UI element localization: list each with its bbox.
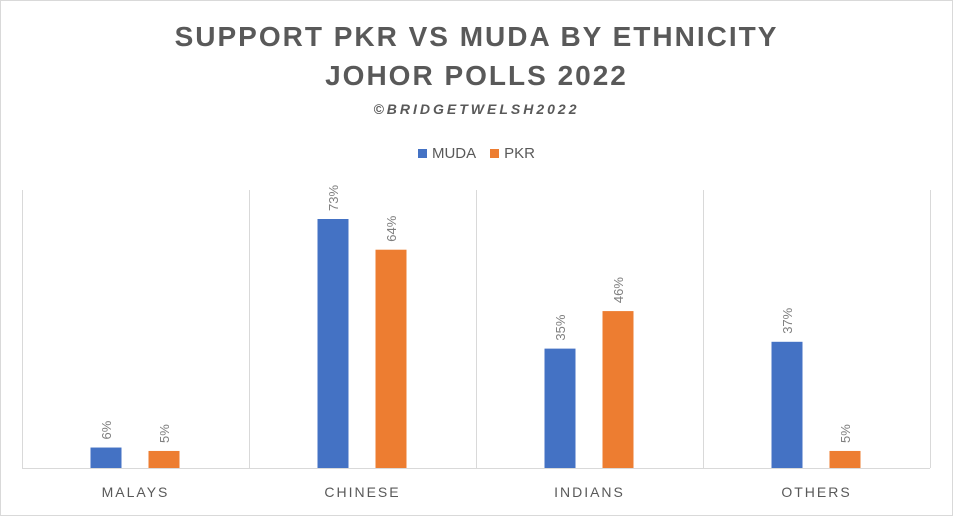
legend-label-muda: MUDA — [431, 145, 477, 162]
legend-label-pkr: PKR — [504, 145, 535, 162]
bar-pkr-others — [829, 450, 861, 468]
legend-swatch-muda — [417, 149, 427, 158]
x-tick-label-chinese: CHINESE — [324, 484, 400, 500]
x-tick-label-others: OTHERS — [781, 484, 851, 500]
bar-muda-chinese — [317, 219, 349, 468]
data-label-muda-others: 37% — [780, 307, 795, 333]
x-tick-label-malays: MALAYS — [102, 484, 170, 500]
data-label-pkr-chinese: 64% — [384, 215, 399, 241]
bar-muda-malays — [90, 447, 122, 468]
data-label-muda-chinese: 73% — [326, 185, 341, 211]
chart-title: SUPPORT PKR VS MUDA BY ETHNICITY — [174, 21, 779, 52]
chart-subtitle: ©BRIDGETWELSH2022 — [373, 101, 580, 117]
bar-pkr-chinese — [375, 249, 407, 468]
legend-item-muda: MUDA — [417, 145, 477, 162]
bar-muda-others — [771, 341, 803, 468]
data-label-pkr-malays: 5% — [157, 424, 172, 443]
data-label-pkr-indians: 46% — [611, 277, 626, 303]
legend-swatch-pkr — [490, 149, 500, 158]
legend-item-pkr: PKR — [490, 145, 535, 162]
chart-title-line2: JOHOR POLLS 2022 — [325, 60, 628, 91]
data-label-pkr-others: 5% — [838, 424, 853, 443]
bar-muda-indians — [544, 348, 576, 468]
x-tick-label-indians: INDIANS — [554, 484, 625, 500]
bar-pkr-indians — [602, 311, 634, 468]
legend: MUDA PKR — [0, 145, 953, 162]
bar-pkr-malays — [148, 450, 180, 468]
data-label-muda-indians: 35% — [553, 314, 568, 340]
data-label-muda-malays: 6% — [99, 420, 114, 439]
